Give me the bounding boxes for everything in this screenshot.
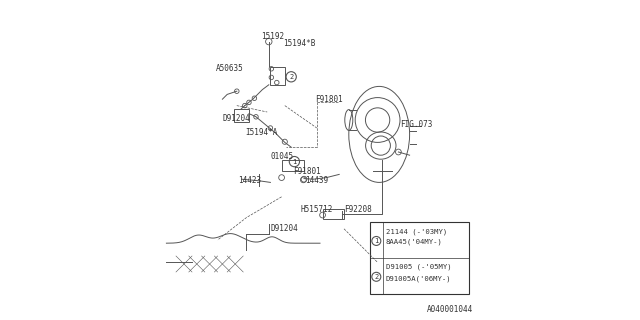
Text: 2: 2 (374, 274, 378, 280)
Text: D91204: D91204 (223, 114, 250, 123)
Text: 14423: 14423 (239, 176, 262, 185)
Text: 8AA45('04MY-): 8AA45('04MY-) (385, 238, 442, 245)
Text: FIG.073: FIG.073 (400, 120, 433, 129)
Text: F91801: F91801 (315, 95, 343, 104)
Text: F92208: F92208 (344, 205, 372, 214)
Text: D91204: D91204 (270, 224, 298, 233)
Bar (323, 209, 344, 219)
Text: F91801: F91801 (292, 167, 321, 176)
Bar (282, 160, 304, 171)
Text: H515712: H515712 (301, 205, 333, 214)
Text: 21144 (-'03MY): 21144 (-'03MY) (385, 228, 447, 235)
Text: 1: 1 (292, 159, 296, 164)
Bar (370, 222, 469, 294)
Bar (234, 109, 249, 122)
Bar (270, 67, 285, 85)
Text: A50635: A50635 (216, 64, 244, 73)
Text: D91005 (-'05MY): D91005 (-'05MY) (385, 264, 451, 270)
Text: 2: 2 (289, 74, 293, 80)
Text: 01045: 01045 (270, 152, 294, 161)
Text: 14439: 14439 (306, 176, 329, 185)
Text: 15192: 15192 (261, 32, 284, 41)
Text: 15194*B: 15194*B (283, 39, 316, 48)
Text: 1: 1 (374, 238, 378, 244)
Text: D91005A('06MY-): D91005A('06MY-) (385, 275, 451, 282)
Text: I5194*A: I5194*A (245, 128, 277, 137)
Text: A040001044: A040001044 (428, 305, 474, 314)
